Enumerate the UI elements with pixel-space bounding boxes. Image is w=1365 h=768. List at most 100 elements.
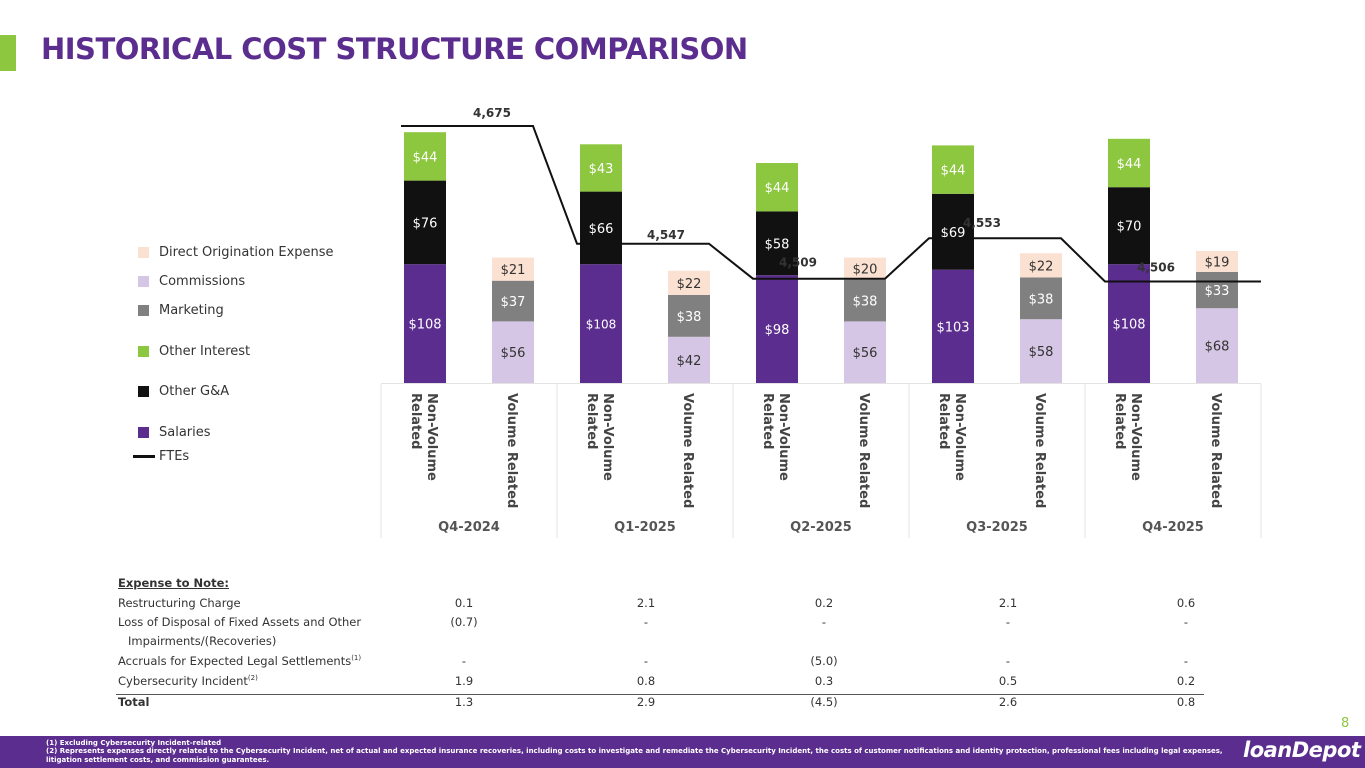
fte-data-label: 4,675	[473, 106, 511, 120]
category-label: Non-VolumeRelated	[760, 393, 791, 481]
category-label: Volume Related	[680, 393, 695, 508]
group-label: Q3-2025	[966, 520, 1028, 535]
page-title: HISTORICAL COST STRUCTURE COMPARISON	[41, 32, 748, 66]
bar-segment-other-interest	[580, 144, 622, 192]
category-label: Volume Related	[1208, 393, 1223, 508]
data-label-other-ga: $76	[413, 216, 438, 231]
category-label: Volume Related	[1032, 393, 1047, 508]
bar-segment-marketing	[844, 279, 886, 322]
legend-swatch-direct-origination-expense	[138, 246, 149, 258]
category-label: Non-VolumeRelated	[936, 393, 967, 481]
legend-swatch-other-interest	[138, 345, 149, 357]
bar-segment-marketing	[1196, 271, 1238, 309]
note-value: -	[1005, 654, 1011, 668]
legend-item-marketing: Marketing	[133, 301, 224, 319]
data-label-marketing: $38	[677, 310, 702, 325]
note-total-value: 2.6	[998, 695, 1018, 709]
note-value: 2.1	[998, 596, 1018, 610]
note-value: -	[461, 654, 467, 668]
bar-segment-other-ga	[404, 180, 446, 265]
data-label-other-interest: $44	[941, 164, 966, 179]
fte-data-label: 4,509	[779, 256, 817, 270]
note-value: -	[643, 615, 649, 629]
loandepot-logo: loanDepot	[1243, 738, 1361, 762]
note-label: Cybersecurity Incident(2)	[118, 674, 258, 688]
note-label: Restructuring Charge	[118, 596, 241, 610]
legend-swatch-other-ga	[138, 385, 149, 397]
note-value: 0.6	[1176, 596, 1196, 610]
chart-legend: Direct Origination Expense Commissions M…	[133, 240, 363, 470]
bar-segment-salaries	[1108, 264, 1150, 383]
fte-line	[401, 125, 1261, 283]
bar-segment-other-ga	[932, 193, 974, 270]
note-value: 1.9	[454, 674, 474, 688]
bar-segment-other-ga	[580, 191, 622, 265]
expense-notes-table: Expense to Note: Restructuring Charge 0.…	[116, 574, 1206, 714]
footnote-2: (2) Represents expenses directly related…	[46, 747, 1223, 755]
legend-label-salaries: Salaries	[159, 424, 211, 440]
note-total-value: 2.9	[636, 695, 656, 709]
note-label-text: Restructuring Charge	[118, 596, 241, 610]
note-value: -	[821, 615, 827, 629]
bar-segment-direct-origination-expense	[1020, 253, 1062, 278]
note-value: 2.1	[636, 596, 656, 610]
bar-segment-other-ga	[1108, 187, 1150, 265]
cost-structure-chart: $108 $76 $44 $56 $37 $21 $108 $66 $43 $42 $38 $22 $9…	[380, 106, 1262, 538]
bar-segment-salaries	[580, 264, 622, 383]
note-value: -	[643, 654, 649, 668]
bar-segment-commissions	[844, 321, 886, 383]
legend-label-direct-origination-expense: Direct Origination Expense	[159, 244, 334, 260]
bar-segment-marketing	[492, 280, 534, 322]
bar-segment-commissions	[1020, 319, 1062, 383]
legend-label-ftes: FTEs	[159, 448, 190, 464]
note-value: 0.2	[814, 596, 834, 610]
note-value: -	[1005, 615, 1011, 629]
title-accent-bar	[0, 35, 16, 71]
note-total-value: 1.3	[454, 695, 474, 709]
legend-swatch-commissions	[138, 275, 149, 287]
data-label-salaries: $98	[765, 323, 790, 338]
category-label: Volume Related	[504, 393, 519, 508]
note-value: 0.1	[454, 596, 474, 610]
note-value: -	[1183, 615, 1189, 629]
bar-segment-other-interest	[1108, 138, 1150, 188]
note-value: 0.2	[1176, 674, 1196, 688]
legend-item-salaries: Salaries	[133, 423, 211, 441]
group-label: Q4-2025	[1142, 520, 1204, 535]
data-label-commissions: $56	[853, 346, 878, 361]
data-label-direct-origination-expense: $22	[1029, 259, 1054, 274]
group-label: Q4-2024	[438, 520, 500, 535]
note-total-label: Total	[118, 695, 150, 709]
bar-segment-other-ga	[756, 211, 798, 276]
bar-segment-direct-origination-expense	[1196, 251, 1238, 272]
note-total-value: 0.8	[1176, 695, 1196, 709]
note-value: 0.5	[998, 674, 1018, 688]
data-label-other-ga: $69	[941, 226, 966, 241]
data-label-other-interest: $44	[413, 150, 438, 165]
legend-swatch-marketing	[138, 304, 149, 316]
note-label-text: Cybersecurity Incident	[118, 674, 248, 688]
footnote-1: (1) Excluding Cybersecurity Incident-rel…	[46, 739, 222, 747]
data-label-marketing: $37	[501, 295, 526, 310]
fte-data-label: 4,553	[963, 216, 1001, 230]
category-label: Non-VolumeRelated	[408, 393, 439, 481]
note-label-continued: Impairments/(Recoveries)	[128, 634, 277, 648]
data-label-direct-origination-expense: $19	[1205, 255, 1230, 270]
note-value: (5.0)	[810, 654, 838, 668]
page-number: 8	[1341, 716, 1350, 731]
bar-segment-direct-origination-expense	[844, 257, 886, 280]
legend-item-other-interest: Other Interest	[133, 342, 250, 360]
data-label-other-ga: $58	[765, 237, 790, 252]
note-total-value: (4.5)	[810, 695, 838, 709]
bar-segment-salaries	[756, 275, 798, 383]
note-label: Loss of Disposal of Fixed Assets and Oth…	[118, 615, 361, 629]
data-label-other-interest: $44	[765, 181, 790, 196]
bar-segment-salaries	[404, 264, 446, 383]
data-label-other-ga: $70	[1117, 220, 1142, 235]
fte-data-label: 4,506	[1137, 260, 1175, 274]
bar-segment-commissions	[492, 321, 534, 383]
data-label-salaries: $108	[1112, 318, 1145, 333]
data-label-marketing: $33	[1205, 284, 1230, 299]
category-label: Non-VolumeRelated	[584, 393, 615, 481]
bar-segment-direct-origination-expense	[492, 257, 534, 281]
